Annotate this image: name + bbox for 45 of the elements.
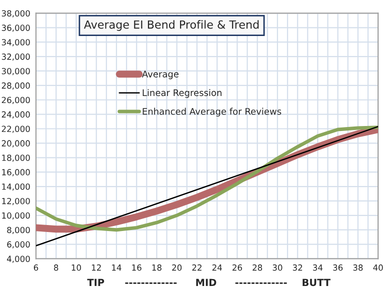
y-tick-label: 28,000 xyxy=(2,82,30,90)
x-tick-label: 22 xyxy=(192,264,202,271)
x-tick-label: 28 xyxy=(252,264,262,271)
x-tick-label: 12 xyxy=(92,264,101,271)
x-tick-label: 14 xyxy=(112,264,122,271)
x-tick-label: 16 xyxy=(132,264,142,271)
x-tick-label: 24 xyxy=(212,264,222,271)
y-tick-label: 10,000 xyxy=(2,212,30,220)
y-tick-label: 16,000 xyxy=(2,169,30,176)
x-tick-label: 10 xyxy=(72,264,81,271)
y-tick-label: 6,000 xyxy=(7,241,30,248)
text: ------------- xyxy=(125,282,177,284)
y-tick-label: 36,000 xyxy=(2,24,30,32)
y-tick-label: 4,000 xyxy=(6,256,30,263)
legend-label: Average xyxy=(142,70,179,80)
y-tick-label: 8,000 xyxy=(7,226,30,234)
x-tick-label: 34 xyxy=(313,264,323,271)
x-tick-label: 36 xyxy=(333,264,343,271)
legend-label: Linear Regression xyxy=(142,89,222,98)
y-tick-label: 32,000 xyxy=(2,54,30,61)
x-tick-label: 8 xyxy=(54,264,58,271)
text: TIP xyxy=(87,278,104,286)
y-tick-label: 18,000 xyxy=(2,154,30,162)
text: MID xyxy=(196,278,216,286)
x-tick-label: 30 xyxy=(272,264,282,271)
y-tick-label: 26,000 xyxy=(2,96,30,104)
x-tick-label: 32 xyxy=(292,264,302,271)
y-tick-label: 14,000 xyxy=(2,184,30,191)
y-tick-label: 38,000 xyxy=(2,10,30,18)
legend-label: Enhanced Average for Reviews xyxy=(142,108,282,117)
x-tick-label: 38 xyxy=(353,264,363,271)
y-tick-label: 22,000 xyxy=(2,126,30,133)
text: BUTT xyxy=(302,278,331,286)
x-tick-label: 26 xyxy=(232,264,242,271)
x-tick-label: 18 xyxy=(152,264,162,271)
x-tick-label: 20 xyxy=(172,264,182,271)
y-tick-label: 30,000 xyxy=(2,68,30,76)
text: ------------- xyxy=(235,282,287,284)
x-tick-label: 6 xyxy=(34,264,38,271)
x-tick-label: 40 xyxy=(373,264,383,271)
y-tick-label: 34,000 xyxy=(2,39,30,46)
y-tick-label: 12,000 xyxy=(2,198,30,206)
text: Average EI Bend Profile & Trend xyxy=(84,20,259,31)
y-tick-label: 24,000 xyxy=(2,111,30,118)
y-tick-label: 20,000 xyxy=(2,140,30,148)
